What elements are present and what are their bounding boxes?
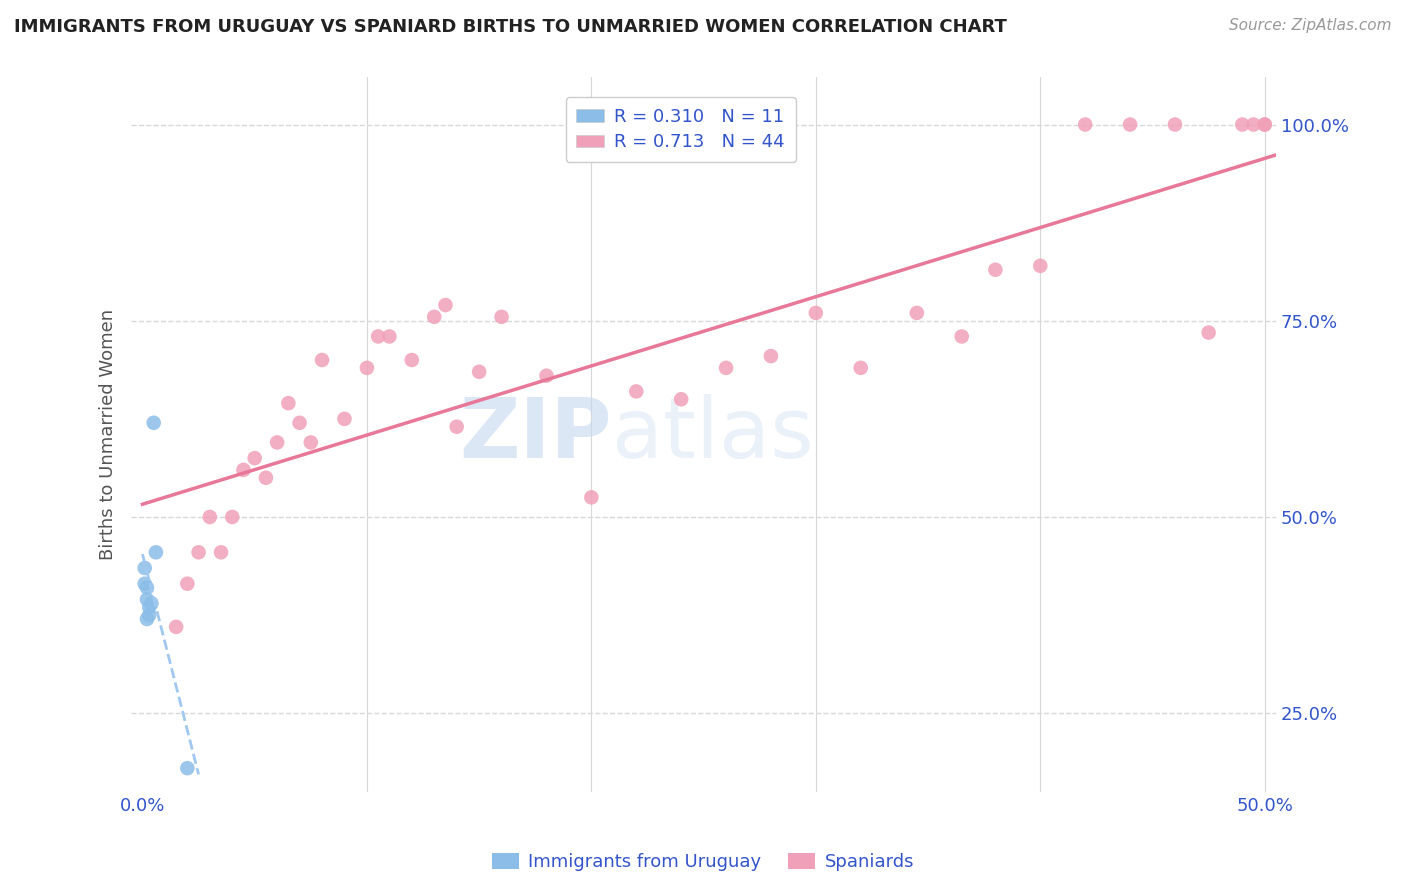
Point — [1074, 118, 1097, 132]
Point — [134, 561, 156, 575]
Point — [176, 761, 198, 775]
Y-axis label: Births to Unmarried Women: Births to Unmarried Women — [100, 309, 117, 560]
Point — [1198, 326, 1220, 340]
Point — [134, 576, 156, 591]
Point — [221, 510, 243, 524]
Point — [136, 612, 159, 626]
Point — [1232, 118, 1254, 132]
Point — [141, 596, 163, 610]
Point — [367, 329, 389, 343]
Point — [536, 368, 558, 383]
Point — [626, 384, 648, 399]
Point — [311, 353, 333, 368]
Point — [1254, 118, 1277, 132]
Point — [277, 396, 299, 410]
Point — [136, 592, 159, 607]
Text: ZIP: ZIP — [460, 394, 612, 475]
Point — [198, 510, 221, 524]
Point — [209, 545, 232, 559]
Point — [984, 262, 1007, 277]
Point — [1029, 259, 1052, 273]
Point — [1119, 118, 1142, 132]
Point — [378, 329, 401, 343]
Point — [401, 353, 423, 368]
Point — [145, 545, 167, 559]
Point — [187, 545, 209, 559]
Point — [468, 365, 491, 379]
Point — [669, 392, 692, 407]
Text: IMMIGRANTS FROM URUGUAY VS SPANIARD BIRTHS TO UNMARRIED WOMEN CORRELATION CHART: IMMIGRANTS FROM URUGUAY VS SPANIARD BIRT… — [14, 18, 1007, 36]
Point — [142, 416, 165, 430]
Text: Source: ZipAtlas.com: Source: ZipAtlas.com — [1229, 18, 1392, 33]
Point — [804, 306, 827, 320]
Point — [266, 435, 288, 450]
Point — [333, 412, 356, 426]
Point — [138, 600, 160, 615]
Point — [254, 471, 277, 485]
Point — [1243, 118, 1265, 132]
Point — [849, 360, 872, 375]
Point — [446, 419, 468, 434]
Point — [491, 310, 513, 324]
Text: atlas: atlas — [612, 394, 814, 475]
Point — [434, 298, 457, 312]
Point — [356, 360, 378, 375]
Point — [1254, 118, 1277, 132]
Point — [138, 608, 160, 623]
Legend: Immigrants from Uruguay, Spaniards: Immigrants from Uruguay, Spaniards — [485, 846, 921, 879]
Point — [176, 576, 198, 591]
Point — [759, 349, 782, 363]
Point — [165, 620, 187, 634]
Point — [136, 581, 159, 595]
Point — [581, 491, 603, 505]
Point — [288, 416, 311, 430]
Point — [905, 306, 928, 320]
Point — [950, 329, 973, 343]
Point — [714, 360, 737, 375]
Point — [299, 435, 322, 450]
Point — [232, 463, 254, 477]
Point — [243, 451, 266, 466]
Legend: R = 0.310   N = 11, R = 0.713   N = 44: R = 0.310 N = 11, R = 0.713 N = 44 — [565, 97, 796, 162]
Point — [1164, 118, 1187, 132]
Point — [423, 310, 446, 324]
